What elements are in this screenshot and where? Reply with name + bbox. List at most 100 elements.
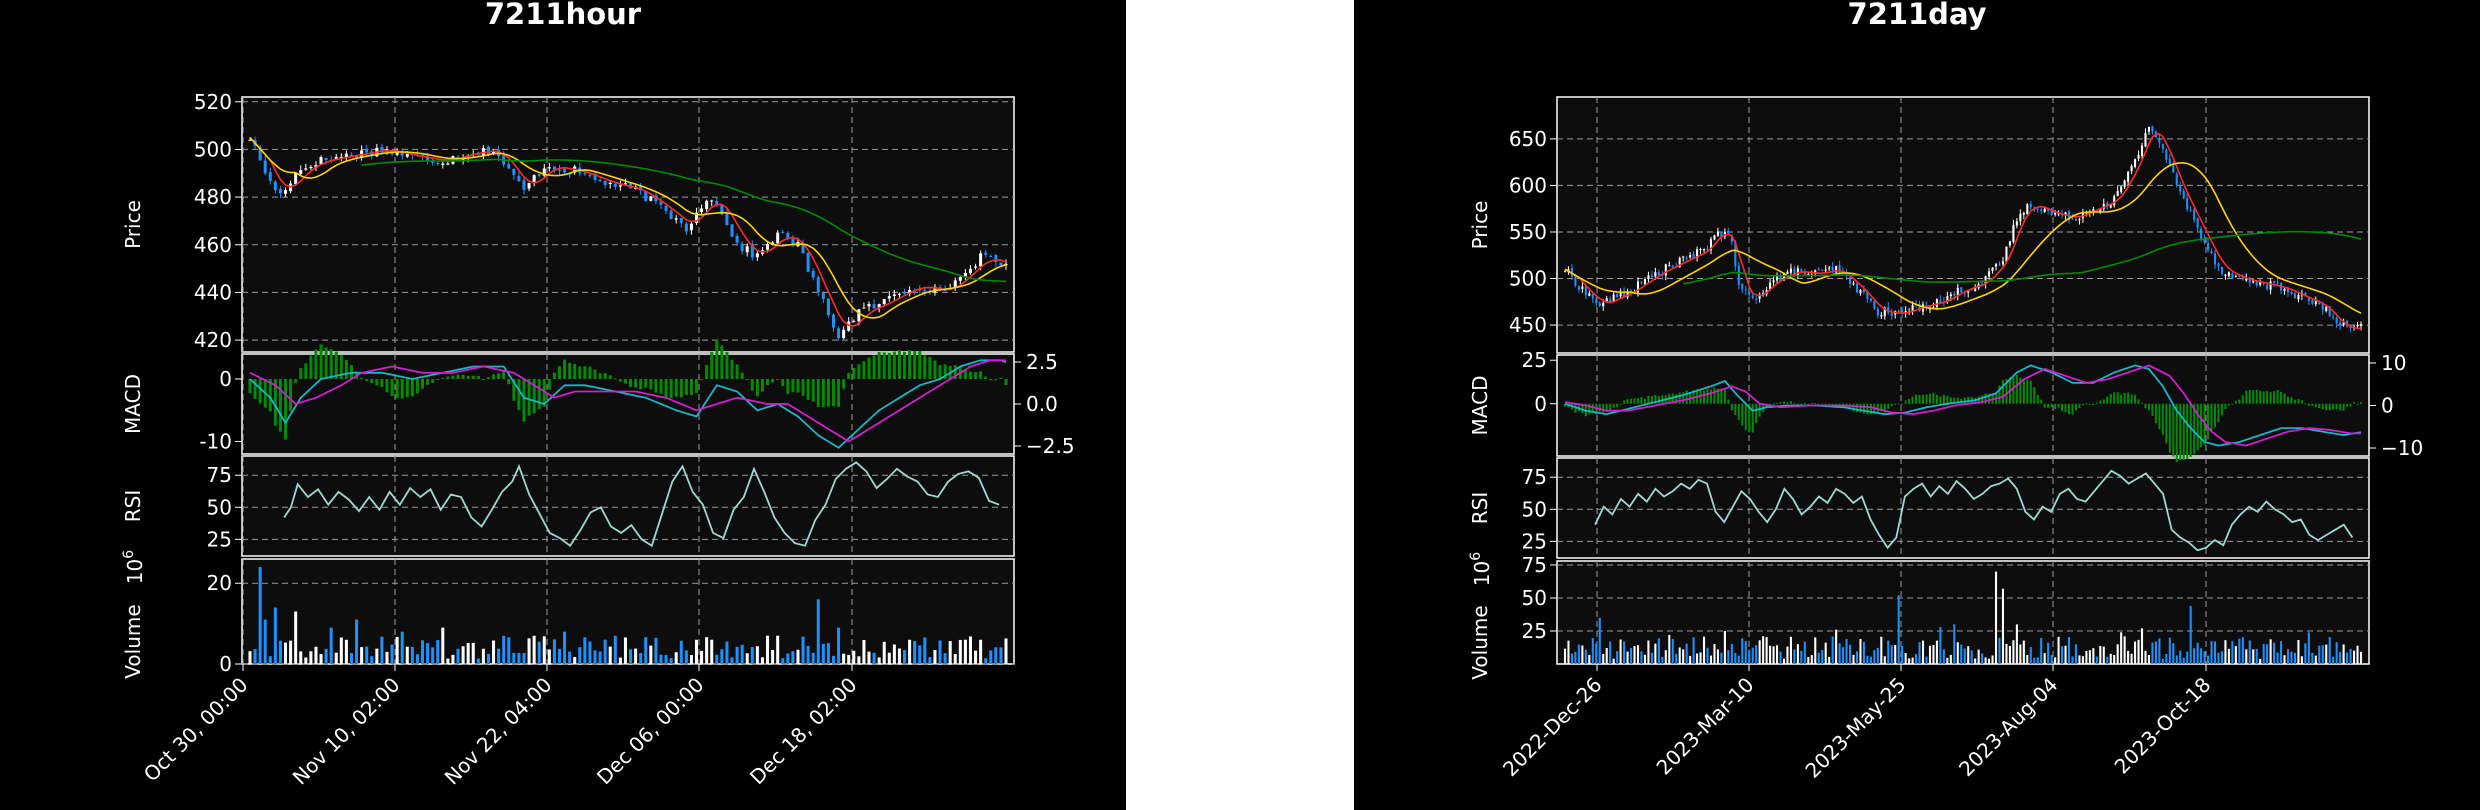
macd-histogram-bar [649,379,653,390]
macd-histogram-bar [766,379,770,386]
macd-histogram-bar [2266,390,2269,404]
candle-body [903,292,907,294]
macd-histogram-bar [2022,380,2025,404]
candle-body [273,181,277,191]
candle-body [1974,288,1977,292]
candle-body [1720,231,1723,237]
candle-body [786,232,790,240]
macd-histogram-bar [908,350,912,379]
candle-body [613,183,617,187]
macd-histogram-bar [923,355,927,379]
macd-histogram-bar [669,379,673,399]
macd-histogram-bar [2078,403,2081,409]
volume-bar [1755,645,1758,664]
x-tick-label: Dec 06, 00:00 [592,673,709,790]
volume-bar [2092,648,2095,664]
candle-body [2186,197,2189,210]
volume-bar [568,651,572,664]
macd-histogram-bar [1706,389,1709,404]
candle-body [2266,284,2269,290]
candle-body [1821,269,1824,271]
macd-histogram-bar [2193,403,2196,455]
volume-bar [1779,651,1782,664]
volume-bar [355,619,359,664]
volume-bar [2252,649,2255,664]
macd-histogram-bar [1657,396,1660,404]
macd-histogram-bar [953,365,957,379]
macd-histogram-bar [1946,395,1949,404]
volume-bar [1619,639,1622,664]
volume-bar [918,645,922,664]
macd-histogram-bar [2029,380,2032,404]
volume-bar [2120,632,2123,664]
candle-body [1741,283,1744,290]
volume-bar [867,651,871,664]
candle-body [2078,219,2081,221]
volume-bar [522,652,526,664]
candle-body [2043,208,2046,213]
macd-histogram-bar [2099,400,2102,404]
macd-histogram-bar [1921,394,1925,404]
macd-histogram-bar [1643,398,1646,404]
candle-body [958,277,962,281]
macd-histogram-bar [887,352,891,379]
macd-histogram-bar [1748,403,1751,433]
macd-histogram-bar [776,379,780,380]
volume-bar [720,649,724,664]
volume-bar [618,657,622,664]
macd-histogram-bar [999,377,1003,379]
candle-body [2127,171,2130,182]
volume-bar [2050,655,2053,664]
macd-histogram-bar [319,344,323,379]
candle-body [2335,317,2338,324]
volume-bar [385,651,389,664]
candle-body [1591,294,1594,299]
candle-body [847,321,851,331]
candle-body [1609,299,1612,303]
macd-histogram-bar [1880,403,1883,412]
candle-body [2332,317,2335,319]
macd-histogram-bar [1630,398,1633,404]
volume-bar [1730,643,1733,664]
macd-histogram-bar [278,379,282,432]
volume-bar [2220,651,2223,664]
volume-bar [2332,656,2335,664]
candle-body [1845,272,1848,276]
candle-body [664,205,668,211]
volume-bar [1821,649,1824,664]
macd-histogram-bar [771,379,775,383]
macd-histogram-bar [2158,403,2161,430]
volume-bar [634,648,638,664]
x-tick-label: 2023-Mar-10 [1652,673,1759,780]
macd-histogram-bar [1800,403,1803,405]
candle-body [2172,165,2175,173]
volume-bar [786,653,790,664]
candle-body [1803,272,1806,275]
volume-bar [984,658,988,664]
volume-bar [1751,647,1754,664]
macd-histogram-bar [700,379,704,380]
macd-histogram-bar [309,355,313,379]
volume-bar [1765,637,1768,664]
macd-histogram-bar [2217,403,2220,423]
volume-bar [943,653,947,664]
volume-bar [1723,630,1726,664]
candle-body [557,169,562,171]
candle-body [1744,289,1747,291]
macd-histogram-bar [2061,403,2064,412]
volume-bar [613,635,617,664]
volume-bar [527,638,531,664]
volume-bar [2081,656,2084,664]
volume-bar [725,641,729,664]
volume-bar [537,641,541,664]
macd-histogram-bar [1911,396,1914,404]
volume-bar [1928,645,1932,664]
price-panel [241,96,1015,353]
volume-bar [324,648,328,664]
macd-histogram-bar [1675,394,1678,404]
candle-body [1755,298,1758,300]
candle-body [1852,283,1855,285]
candle-body [532,175,536,183]
macd-histogram-bar [1925,394,1928,404]
macd-histogram-bar [2252,390,2255,404]
